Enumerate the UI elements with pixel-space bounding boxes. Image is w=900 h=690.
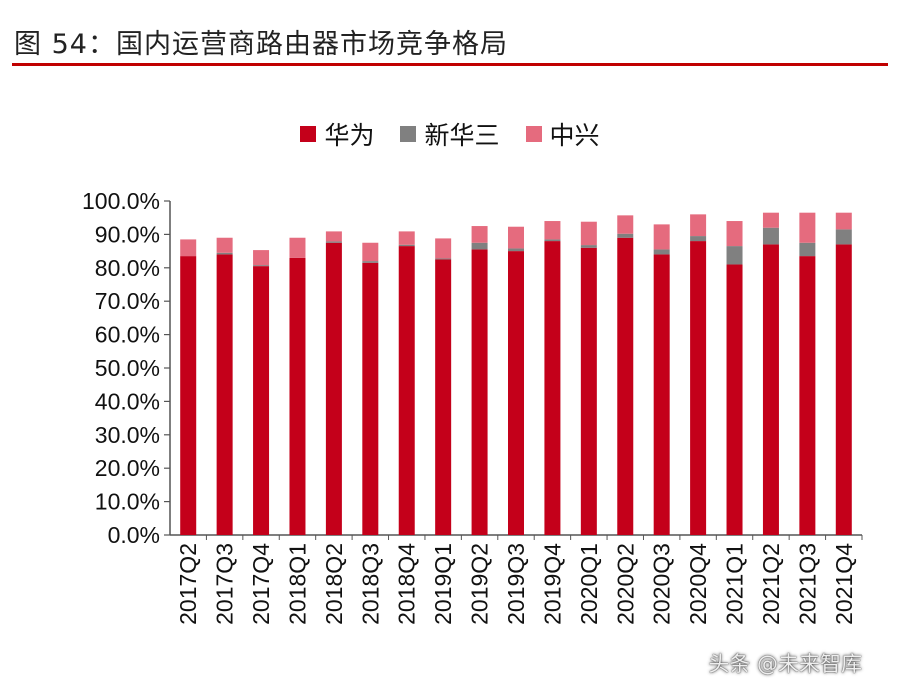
legend-label-h3c: 新华三 [424,121,500,150]
bar-segment-zte [325,231,342,242]
y-tick-label: 30.0% [95,422,160,448]
legend-label-huawei: 华为 [324,121,375,150]
x-tick-label: 2020Q4 [685,543,711,625]
y-tick-label: 100.0% [82,188,160,214]
bar-segment-zte [180,239,197,257]
title-underline [12,63,888,66]
y-tick-label: 40.0% [95,388,160,414]
y-tick-label: 70.0% [95,288,160,314]
legend-swatch-huawei [300,126,317,142]
bar-segment-zte [617,215,634,234]
x-tick-label: 2020Q3 [649,543,675,625]
legend-swatch-zte [525,126,542,142]
bar-segment-h3c [799,242,816,257]
bar-segment-zte [508,226,524,249]
bar-segment-h3c [835,229,852,245]
bar-segment-zte [398,231,415,245]
bar-segment-huawei [398,246,415,535]
x-tick-label: 2019Q3 [503,543,529,625]
bar-segment-zte [690,214,707,237]
bar-segment-huawei [216,254,233,535]
legend-label-zte: 中兴 [549,121,600,150]
legend-item-h3c: 新华三 [400,116,500,152]
bar-segment-huawei [617,237,634,536]
bar-segment-zte [835,212,852,230]
x-tick-label: 2021Q4 [831,543,857,625]
bar-segment-huawei [325,242,342,535]
bar-segment-h3c [435,258,452,260]
bar-segment-zte [289,237,306,258]
x-tick-label: 2017Q4 [248,543,274,625]
bar-segment-h3c [508,248,524,252]
y-tick-label: 10.0% [95,489,160,515]
bar-segment-zte [762,212,779,228]
bar-segment-huawei [762,244,779,536]
bar-segment-huawei [580,247,597,535]
bar-segment-h3c [762,227,779,245]
bar-segment-h3c [617,233,634,238]
bar-segment-h3c [471,242,488,250]
y-tick-label: 90.0% [95,221,160,247]
bar-segment-huawei [508,251,524,535]
bar-segment-zte [362,242,379,262]
bar-segment-h3c [580,245,597,248]
legend-item-zte: 中兴 [525,116,600,152]
y-tick-label: 50.0% [95,355,160,381]
bar-segment-huawei [362,262,379,535]
bar-segment-huawei [253,266,270,535]
bar-segment-zte [435,238,452,259]
figure-title: 图 54：国内运营商路由器市场竞争格局 [14,29,508,60]
bar-segment-zte [471,226,488,243]
bar-segment-zte [580,221,597,246]
x-tick-label: 2019Q1 [430,543,456,625]
bar-segment-h3c [653,249,670,255]
x-tick-label: 2019Q2 [467,543,493,625]
y-tick-label: 60.0% [95,322,160,348]
legend-item-huawei: 华为 [300,116,374,152]
bar-segment-huawei [544,241,561,535]
bar-segment-huawei [471,249,488,535]
x-tick-label: 2020Q1 [576,543,602,625]
y-tick-label: 0.0% [108,522,160,548]
bar-segment-huawei [799,256,816,535]
bar-segment-h3c [362,261,379,263]
bar-segment-huawei [180,256,197,535]
bar-segment-h3c [544,239,561,242]
y-tick-label: 80.0% [95,255,160,281]
bar-segment-h3c [325,241,342,243]
bar-segment-huawei [726,264,743,535]
x-tick-label: 2021Q2 [758,543,784,625]
x-tick-label: 2021Q1 [722,543,748,625]
bar-segment-zte [544,221,561,240]
bar-segment-zte [653,224,670,250]
bar-segment-h3c [398,244,415,247]
x-tick-label: 2018Q3 [357,543,383,625]
bar-segment-zte [799,212,816,243]
chart-legend: 华为 新华三 中兴 [0,116,900,152]
watermark: 头条 @未来智库 [708,652,862,676]
x-tick-label: 2018Q1 [284,543,310,625]
bar-segment-huawei [289,257,306,535]
x-tick-label: 2021Q3 [794,543,820,625]
x-tick-label: 2018Q2 [321,543,347,625]
bar-segment-huawei [435,259,452,535]
x-tick-label: 2020Q2 [612,543,638,625]
bar-segment-huawei [653,254,670,535]
bar-segment-huawei [835,244,852,536]
bar-segment-h3c [253,265,270,267]
bar-segment-zte [726,221,743,247]
bar-segment-zte [216,237,233,253]
bar-segment-zte [253,250,270,266]
x-tick-label: 2019Q4 [539,543,565,625]
bar-segment-h3c [726,246,743,265]
y-tick-label: 20.0% [95,455,160,481]
bar-segment-huawei [690,241,707,535]
x-tick-label: 2018Q4 [394,543,420,625]
x-tick-label: 2017Q3 [212,543,238,625]
legend-swatch-h3c [400,126,417,142]
bar-segment-h3c [690,236,707,242]
x-tick-label: 2017Q2 [175,543,201,625]
bar-segment-h3c [216,252,233,255]
